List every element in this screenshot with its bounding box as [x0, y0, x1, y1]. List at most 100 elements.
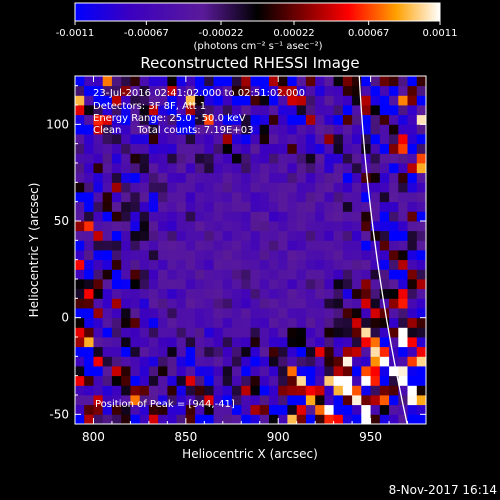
heatmap-cell: [93, 404, 104, 415]
heatmap-cell: [176, 269, 187, 280]
heatmap-cell: [361, 327, 371, 338]
heatmap-cell: [287, 404, 297, 415]
heatmap-cell: [204, 269, 214, 280]
heatmap-cell: [342, 76, 353, 87]
heatmap-cell: [232, 201, 242, 212]
heatmap-cell: [213, 85, 224, 96]
heatmap-cell: [259, 317, 270, 328]
heatmap-cell: [185, 337, 196, 348]
heatmap-cell: [204, 337, 214, 348]
heatmap-cell: [167, 221, 177, 232]
heatmap-cell: [416, 163, 426, 174]
heatmap-cell: [407, 143, 418, 154]
heatmap-cell: [204, 259, 214, 270]
heatmap-cell: [232, 327, 242, 338]
heatmap-cell: [176, 250, 187, 261]
heatmap-cell: [195, 221, 205, 232]
heatmap-cell: [296, 95, 307, 106]
heatmap-cell: [185, 134, 196, 145]
heatmap-cell: [324, 182, 334, 193]
heatmap-cell: [324, 95, 334, 106]
heatmap-cell: [250, 346, 261, 357]
heatmap-cell: [139, 221, 150, 232]
heatmap-cell: [324, 366, 334, 377]
heatmap-cell: [296, 375, 307, 386]
heatmap-cell: [213, 298, 224, 309]
heatmap-cell: [370, 124, 381, 135]
heatmap-cell: [195, 337, 205, 348]
heatmap-cell: [121, 230, 131, 241]
heatmap-cell: [167, 172, 177, 183]
heatmap-cell: [287, 221, 297, 232]
heatmap-cell: [370, 288, 381, 299]
heatmap-cell: [269, 356, 279, 367]
heatmap-cell: [269, 172, 279, 183]
colorbar: [74, 2, 441, 22]
heatmap-cell: [379, 192, 390, 203]
heatmap-cell: [241, 366, 251, 377]
heatmap-cell: [407, 298, 418, 309]
heatmap-cell: [176, 308, 187, 319]
heatmap-cell: [213, 269, 224, 280]
heatmap-cell: [111, 337, 122, 348]
heatmap-cell: [176, 414, 187, 424]
heatmap-cell: [296, 327, 307, 338]
heatmap-cell: [278, 288, 288, 299]
heatmap-cell: [84, 85, 94, 96]
heatmap-cell: [204, 163, 214, 174]
heatmap-cell: [222, 105, 233, 116]
heatmap-cell: [213, 230, 224, 241]
heatmap-cell: [315, 124, 325, 135]
heatmap-cell: [121, 308, 131, 319]
heatmap-cell: [296, 414, 307, 424]
heatmap-cell: [333, 259, 344, 270]
heatmap-cell: [185, 201, 196, 212]
heatmap-cell: [398, 308, 408, 319]
heatmap-cell: [139, 308, 150, 319]
heatmap-cell: [139, 250, 150, 261]
heatmap-cell: [315, 201, 325, 212]
heatmap-cell: [305, 308, 316, 319]
heatmap-cell: [195, 163, 205, 174]
heatmap-cell: [278, 221, 288, 232]
heatmap-cell: [75, 182, 85, 193]
heatmap-cell: [416, 114, 426, 125]
heatmap-cell: [361, 114, 371, 125]
heatmap-cell: [121, 153, 131, 164]
heatmap-cell: [158, 163, 168, 174]
heatmap-cell: [93, 298, 104, 309]
heatmap-cell: [269, 414, 279, 424]
heatmap-cell: [342, 134, 353, 145]
heatmap-cell: [370, 414, 381, 424]
heatmap-cell: [352, 269, 362, 280]
heatmap-cell: [287, 298, 297, 309]
heatmap-cell: [305, 356, 316, 367]
heatmap-cell: [204, 124, 214, 135]
heatmap-cell: [278, 250, 288, 261]
heatmap-cell: [158, 269, 168, 280]
heatmap-cell: [259, 201, 270, 212]
heatmap-cell: [121, 337, 131, 348]
heatmap-cell: [111, 279, 122, 290]
heatmap-cell: [389, 259, 399, 270]
heatmap-cell: [222, 143, 233, 154]
heatmap-cell: [148, 192, 159, 203]
heatmap-cell: [185, 375, 196, 386]
heatmap-cell: [204, 279, 214, 290]
heatmap-cell: [389, 346, 399, 357]
heatmap-cell: [333, 337, 344, 348]
heatmap-cell: [416, 240, 426, 251]
heatmap-cell: [241, 346, 251, 357]
heatmap-cell: [148, 385, 159, 396]
heatmap-cell: [352, 375, 362, 386]
heatmap-cell: [139, 346, 150, 357]
heatmap-cell: [241, 230, 251, 241]
heatmap-cell: [121, 356, 131, 367]
heatmap-cell: [148, 250, 159, 261]
heatmap-cell: [130, 279, 140, 290]
heatmap-cell: [241, 317, 251, 328]
heatmap-cell: [333, 385, 344, 396]
heatmap-cell: [222, 182, 233, 193]
heatmap-cell: [269, 298, 279, 309]
heatmap-cell: [158, 76, 168, 87]
